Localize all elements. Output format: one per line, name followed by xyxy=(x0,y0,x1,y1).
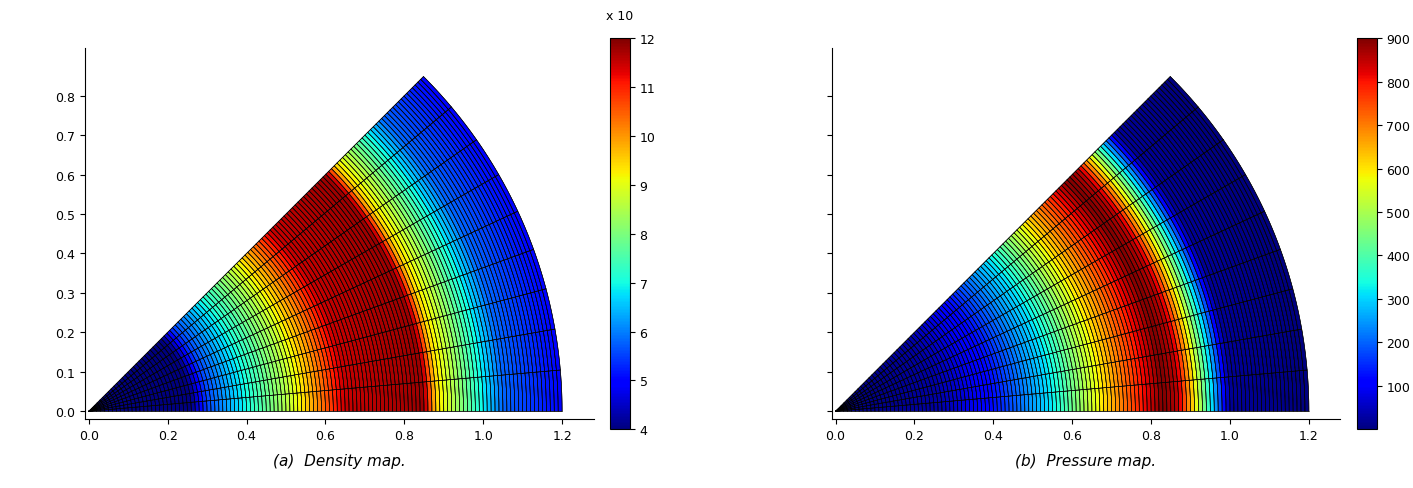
X-axis label: (a)  Density map.: (a) Density map. xyxy=(273,453,406,468)
Text: x 10: x 10 xyxy=(606,10,633,23)
X-axis label: (b)  Pressure map.: (b) Pressure map. xyxy=(1016,453,1157,468)
